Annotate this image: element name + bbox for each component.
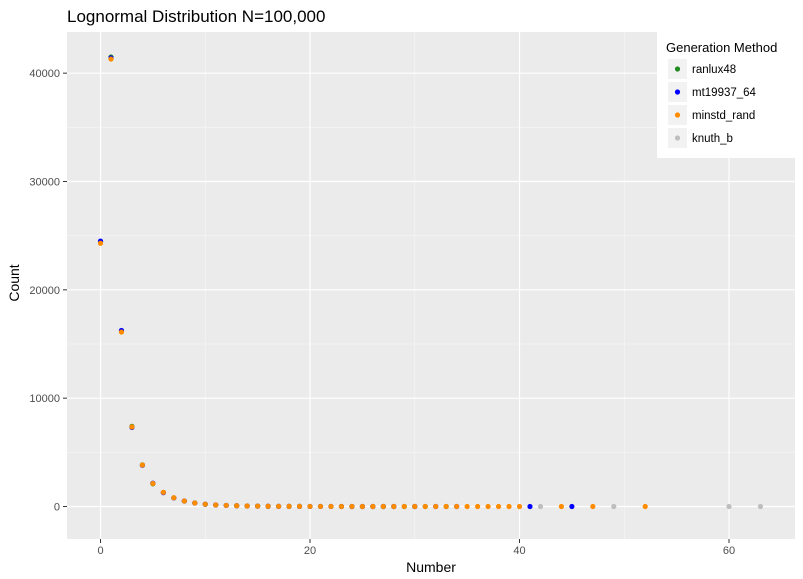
data-point-minstd-rand [275,503,282,509]
y-axis-label: Count [6,264,22,301]
data-point-knuth-b [757,503,764,510]
data-point-minstd-rand [296,503,303,510]
data-point-minstd-rand [192,500,198,506]
data-point-minstd-rand [464,503,470,510]
data-point-minstd-rand [454,503,460,510]
data-point-minstd-rand [590,503,596,510]
legend: Generation Method ranlux48 mt19937_64mins… [657,32,795,158]
axis-ticks [63,72,730,543]
data-point-minstd-rand [265,503,271,509]
data-point-minstd-rand [108,56,114,62]
data-point-minstd-rand [558,503,565,510]
data-point-minstd-rand [160,489,166,495]
x-tick-label: 20 [304,545,316,557]
data-point-minstd-rand [118,329,125,335]
data-point-minstd-rand [244,503,250,509]
data-point-minstd-rand [286,503,292,509]
y-tick-label: 30000 [29,177,60,189]
data-point-minstd-rand [234,503,240,509]
data-point-minstd-rand [97,240,104,246]
x-axis-label: Number [406,559,456,575]
data-point-knuth-b [611,503,617,510]
data-point-minstd-rand [443,503,449,510]
data-point-minstd-rand [349,503,355,510]
data-point-minstd-rand [223,502,229,509]
data-point-mt19937-64 [527,503,533,510]
data-point-minstd-rand [150,480,156,487]
data-point-minstd-rand [391,503,397,510]
y-tick-label: 0 [54,502,60,514]
data-point-knuth-b [537,503,544,510]
data-point-minstd-rand [642,503,648,510]
legend-label-knuth-b: knuth_b [692,133,733,145]
data-point-minstd-rand [433,503,439,510]
data-point-minstd-rand [422,503,428,510]
data-point-minstd-rand [475,503,481,510]
major-gridlines [67,32,795,539]
data-point-minstd-rand [370,503,376,510]
data-point-minstd-rand [171,495,177,501]
data-point-minstd-rand [129,424,135,430]
x-tick-label: 40 [513,545,525,557]
y-tick-label: 10000 [29,393,60,405]
data-point-minstd-rand [255,503,261,509]
x-tick-label: 60 [723,545,735,557]
legend-label-mt19937-64: mt19937_64 [692,87,757,99]
data-point-minstd-rand [307,503,313,510]
chart-title: Lognormal Distribution N=100,000 [67,7,325,26]
legend-label-ranlux48: ranlux48 [692,64,736,76]
data-point-knuth-b [726,503,732,510]
data-point-minstd-rand [181,498,187,504]
series-minstd-rand [97,56,648,510]
data-points [97,54,764,510]
legend-key-ranlux48 [674,66,681,72]
data-point-mt19937-64 [569,503,575,510]
data-point-minstd-rand [516,503,523,510]
data-point-minstd-rand [139,462,146,468]
data-point-minstd-rand [202,501,208,507]
legend-title: Generation Method [666,40,777,55]
legend-key-knuth-b [674,135,681,141]
legend-key-minstd-rand [674,112,681,118]
y-tick-label: 40000 [29,68,60,80]
legend-key-mt19937-64 [674,89,681,95]
legend-items: ranlux48 mt19937_64 minstd_rand knuth_b [668,59,757,148]
data-point-minstd-rand [506,503,512,510]
data-point-minstd-rand [317,503,324,510]
data-point-minstd-rand [380,503,386,510]
y-tick-labels: 0 10000 20000 30000 40000 [29,68,60,513]
data-point-minstd-rand [328,503,334,510]
data-point-minstd-rand [359,503,365,510]
data-point-minstd-rand [401,503,407,510]
data-point-minstd-rand [338,503,345,510]
data-point-minstd-rand [485,503,491,510]
legend-label-minstd-rand: minstd_rand [692,110,755,122]
series-knuth-b [537,503,764,510]
y-tick-label: 20000 [29,285,60,297]
data-point-minstd-rand [213,502,219,508]
x-tick-labels: 0 20 40 60 [97,545,735,557]
data-point-minstd-rand [412,503,418,510]
x-tick-label: 0 [97,545,103,557]
data-point-minstd-rand [495,503,502,510]
